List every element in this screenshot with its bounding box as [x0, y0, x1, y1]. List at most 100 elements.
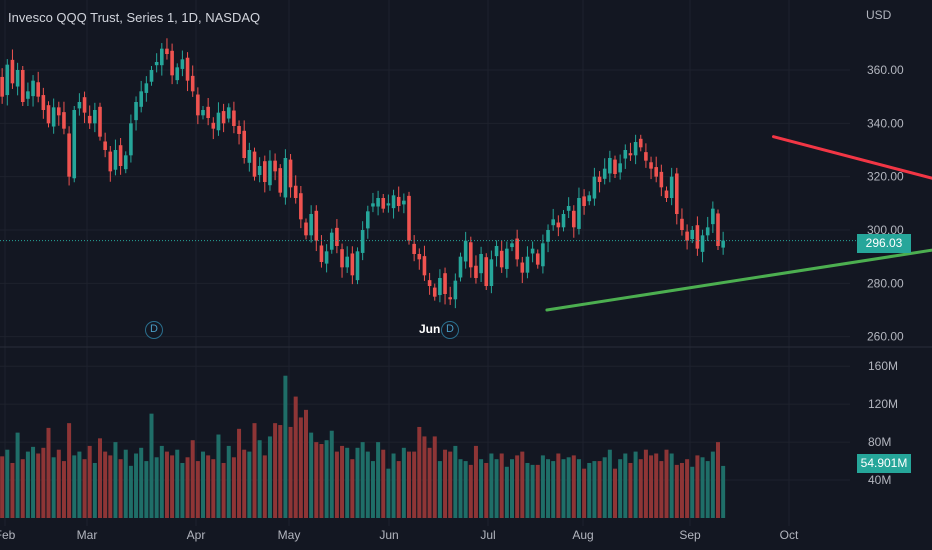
candle-body — [582, 196, 586, 206]
candle-body — [340, 249, 344, 268]
volume-bar — [298, 417, 303, 518]
volume-bar — [453, 445, 458, 518]
volume-bar — [576, 459, 581, 518]
candle-body — [371, 203, 375, 207]
volume-bar — [602, 457, 607, 518]
volume-bar — [252, 423, 257, 518]
volume-bar — [31, 446, 36, 518]
candle-body — [572, 210, 576, 228]
candle-body — [257, 166, 262, 176]
volume-bar — [700, 457, 705, 518]
volume-bar — [669, 453, 674, 518]
candle-body — [299, 193, 303, 220]
volume-bar — [77, 451, 82, 518]
candle-body — [273, 160, 277, 172]
volume-bar — [489, 453, 494, 518]
volume-bar — [458, 459, 463, 518]
volume-bar — [164, 451, 169, 518]
volume-bar — [530, 464, 535, 518]
candle-body — [201, 110, 205, 116]
volume-bar — [448, 451, 453, 518]
candle-body — [216, 112, 221, 131]
candle-body — [31, 80, 35, 97]
candle-body — [134, 102, 138, 121]
volume-bar — [432, 436, 437, 518]
volume-bar — [484, 462, 489, 518]
candle-body — [118, 145, 123, 166]
volume-bar — [412, 451, 417, 518]
candle-body — [510, 243, 514, 248]
candle-body — [360, 230, 365, 253]
volume-bar — [417, 426, 422, 518]
volume-bar — [546, 459, 551, 518]
volume-bar — [674, 464, 679, 518]
candle-body — [376, 198, 380, 207]
candle-body — [458, 256, 463, 278]
symbol-title[interactable]: Invesco QQQ Trust, Series 1, 1D, NASDAQ — [8, 10, 261, 25]
volume-bar — [685, 459, 690, 518]
candle-body — [324, 251, 329, 264]
candle-body — [556, 222, 561, 228]
volume-bar — [46, 427, 51, 518]
volume-bar — [721, 465, 726, 518]
time-tick-label: Apr — [187, 528, 206, 542]
volume-bar — [643, 449, 648, 518]
candle-body — [252, 151, 257, 177]
volume-bar — [149, 413, 154, 518]
volume-bar — [128, 465, 133, 518]
candle-body — [412, 243, 416, 254]
volume-bar — [92, 462, 97, 518]
candle-body — [396, 196, 401, 206]
volume-bar — [551, 461, 556, 518]
volume-bar — [582, 468, 587, 518]
volume-bar — [324, 440, 329, 518]
candle-body — [644, 152, 648, 161]
candle-body — [427, 280, 432, 286]
volume-bar — [267, 436, 272, 518]
price-tick-label: 340.00 — [867, 116, 904, 130]
volume-bar — [61, 461, 66, 518]
volume-tick-label: 160M — [868, 359, 898, 373]
dividend-marker-icon[interactable]: D — [145, 321, 163, 339]
candle-body — [484, 257, 489, 286]
candle-body — [170, 50, 174, 76]
resistance-trendline — [772, 135, 932, 180]
candle-body — [232, 110, 236, 126]
candle-body — [72, 110, 77, 179]
candle-body — [494, 246, 499, 257]
candle-body — [26, 91, 30, 99]
candle-body — [628, 153, 633, 156]
volume-bar — [679, 462, 684, 518]
candle-body — [608, 158, 612, 174]
volume-bar — [273, 423, 278, 518]
candle-body — [10, 59, 15, 84]
volume-bar — [468, 464, 473, 518]
volume-bar — [355, 447, 360, 518]
volume-bar — [654, 453, 659, 518]
candle-body — [448, 297, 452, 300]
candle-body — [278, 168, 283, 193]
candle-body — [541, 243, 545, 267]
candle-body — [649, 162, 653, 169]
volume-bar — [103, 451, 108, 518]
dividend-marker-icon-2[interactable]: D — [441, 321, 459, 339]
volume-axis: 160M 120M 80M 40M — [868, 359, 898, 487]
volume-bar — [540, 455, 545, 518]
candle-body — [36, 82, 40, 97]
time-tick-label: Jul — [480, 528, 495, 542]
volume-bar — [473, 445, 478, 518]
volume-tick-label: 80M — [868, 435, 891, 449]
volume-bar — [87, 445, 92, 518]
volume-bar — [144, 461, 149, 518]
volume-bar — [437, 461, 442, 518]
candle-body — [474, 265, 478, 278]
volume-bar — [5, 449, 10, 518]
candle-body — [469, 242, 473, 268]
candle-body — [67, 133, 71, 177]
volume-bar — [195, 461, 200, 518]
candle-body — [664, 190, 669, 198]
candle-body — [680, 218, 684, 230]
volume-bar — [118, 459, 123, 518]
trendlines — [545, 135, 932, 312]
